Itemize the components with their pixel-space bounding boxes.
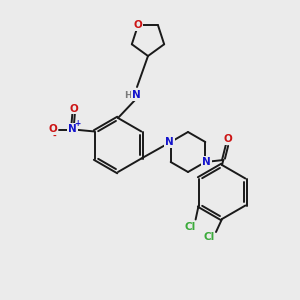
Text: N: N (202, 157, 211, 167)
Text: N: N (68, 124, 77, 134)
Text: O: O (224, 134, 233, 144)
Text: -: - (53, 132, 56, 141)
Text: N: N (132, 90, 140, 100)
Text: Cl: Cl (185, 221, 196, 232)
Text: H: H (124, 91, 132, 100)
Text: O: O (48, 124, 57, 134)
Text: N: N (165, 137, 174, 147)
Text: +: + (74, 119, 81, 128)
Text: O: O (134, 20, 142, 30)
Text: O: O (69, 103, 78, 113)
Text: Cl: Cl (203, 232, 214, 242)
